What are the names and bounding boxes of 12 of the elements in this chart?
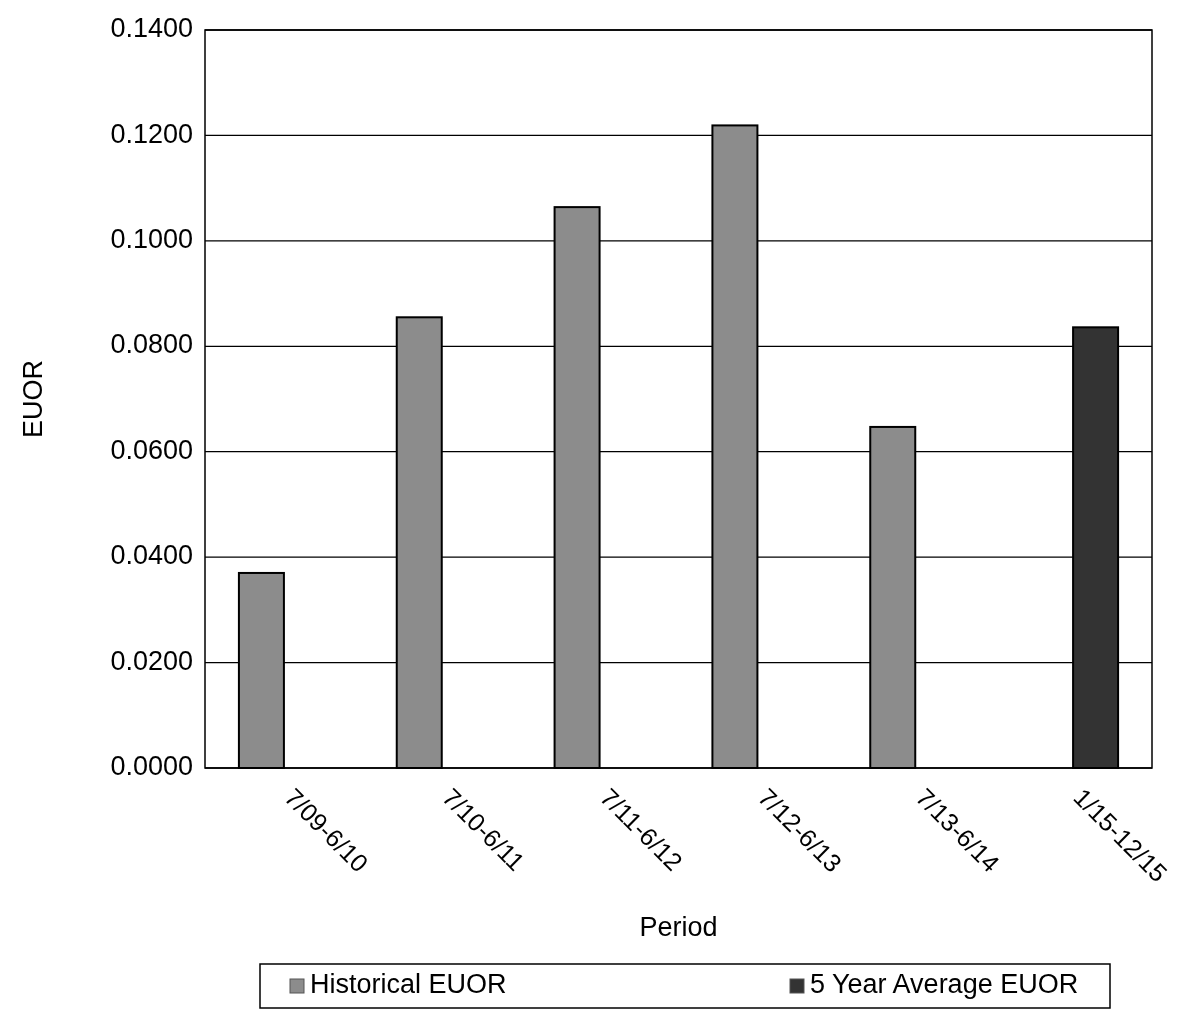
y-tick-label: 0.1000 <box>110 223 193 254</box>
y-axis-title: EUOR <box>18 359 48 439</box>
legend-label: Historical EUOR <box>310 969 507 1000</box>
y-tick-label: 0.1200 <box>110 118 193 149</box>
legend-label: 5 Year Average EUOR <box>810 969 1079 1000</box>
y-tick-label: 0.1400 <box>110 13 193 44</box>
x-axis-title: Period <box>639 912 718 942</box>
y-tick-label: 0.0200 <box>110 645 193 676</box>
y-tick-label: 0.0400 <box>110 540 193 571</box>
y-tick-label: 0.0800 <box>110 329 193 360</box>
y-tick-label: 0.0000 <box>110 751 193 782</box>
y-tick-label: 0.0600 <box>110 434 193 465</box>
